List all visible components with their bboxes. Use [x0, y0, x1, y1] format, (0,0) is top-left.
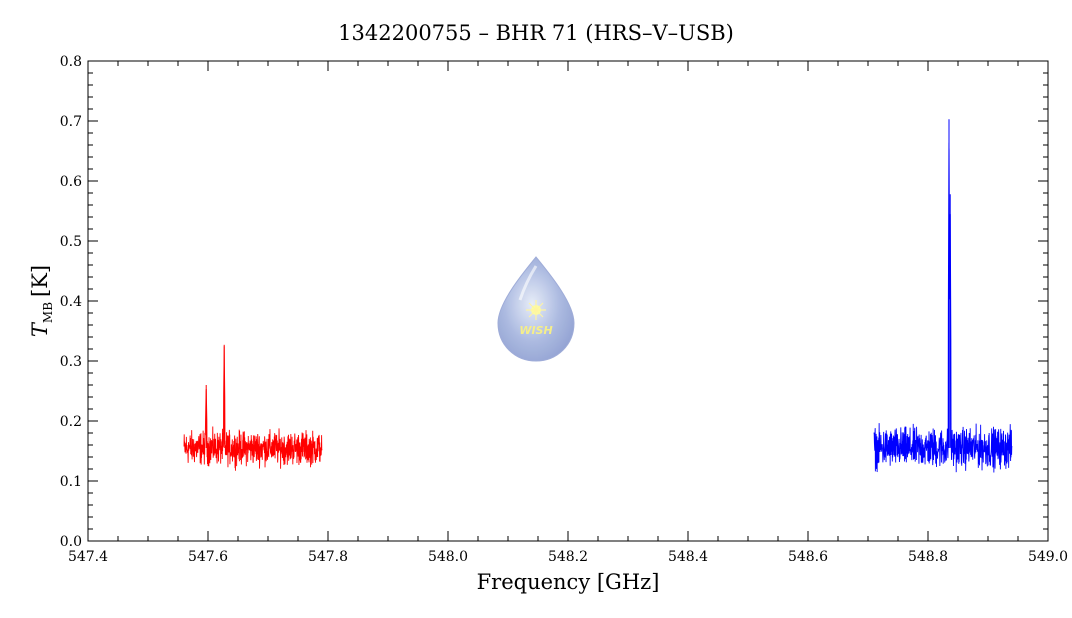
watermark-logo: WISH [497, 256, 575, 362]
y-tick-labels: 0.0 0.1 0.2 0.3 0.4 0.5 0.6 0.7 0.8 [60, 54, 82, 550]
y-tick-label: 0.0 [60, 534, 82, 550]
series-1-line [183, 346, 323, 471]
x-tick-label: 547.8 [308, 549, 348, 565]
x-tick-label: 548.0 [428, 549, 468, 565]
series-group [183, 119, 1013, 473]
x-tick-label: 548.4 [668, 549, 708, 565]
x-tick-label: 548.2 [548, 549, 588, 565]
y-tick-label: 0.1 [60, 474, 82, 490]
x-tick-label: 548.6 [788, 549, 828, 565]
axis-ticks [87, 60, 1049, 542]
y-tick-label: 0.2 [60, 414, 82, 430]
y-axis-unit: [K] [28, 265, 52, 297]
y-tick-label: 0.8 [60, 54, 82, 70]
y-tick-label: 0.5 [60, 234, 82, 250]
plot-frame [87, 60, 1049, 542]
y-tick-label: 0.7 [60, 114, 82, 130]
x-tick-labels: 547.4 547.6 547.8 548.0 548.2 548.4 548.6 548.8… [68, 549, 1068, 565]
y-axis-symbol: T [28, 321, 52, 337]
x-tick-label: 549.0 [1028, 549, 1068, 565]
star-icon [526, 300, 546, 320]
y-tick-label: 0.4 [60, 294, 82, 310]
y-tick-label: 0.3 [60, 354, 82, 370]
x-tick-label: 548.8 [908, 549, 948, 565]
svg-text:TMB[K]: TMB [K] [28, 265, 55, 337]
chart-title: 1342200755 – BHR 71 (HRS–V–USB) [338, 21, 734, 45]
x-tick-label: 547.4 [68, 549, 108, 565]
y-axis-label: TMB [K] [28, 265, 55, 337]
y-tick-label: 0.6 [60, 174, 82, 190]
logo-text: WISH [519, 324, 552, 337]
y-axis-subscript: MB [41, 302, 55, 323]
x-axis-label: Frequency [GHz] [477, 570, 660, 594]
x-tick-label: 547.6 [188, 549, 228, 565]
series-2-line [873, 142, 1013, 473]
